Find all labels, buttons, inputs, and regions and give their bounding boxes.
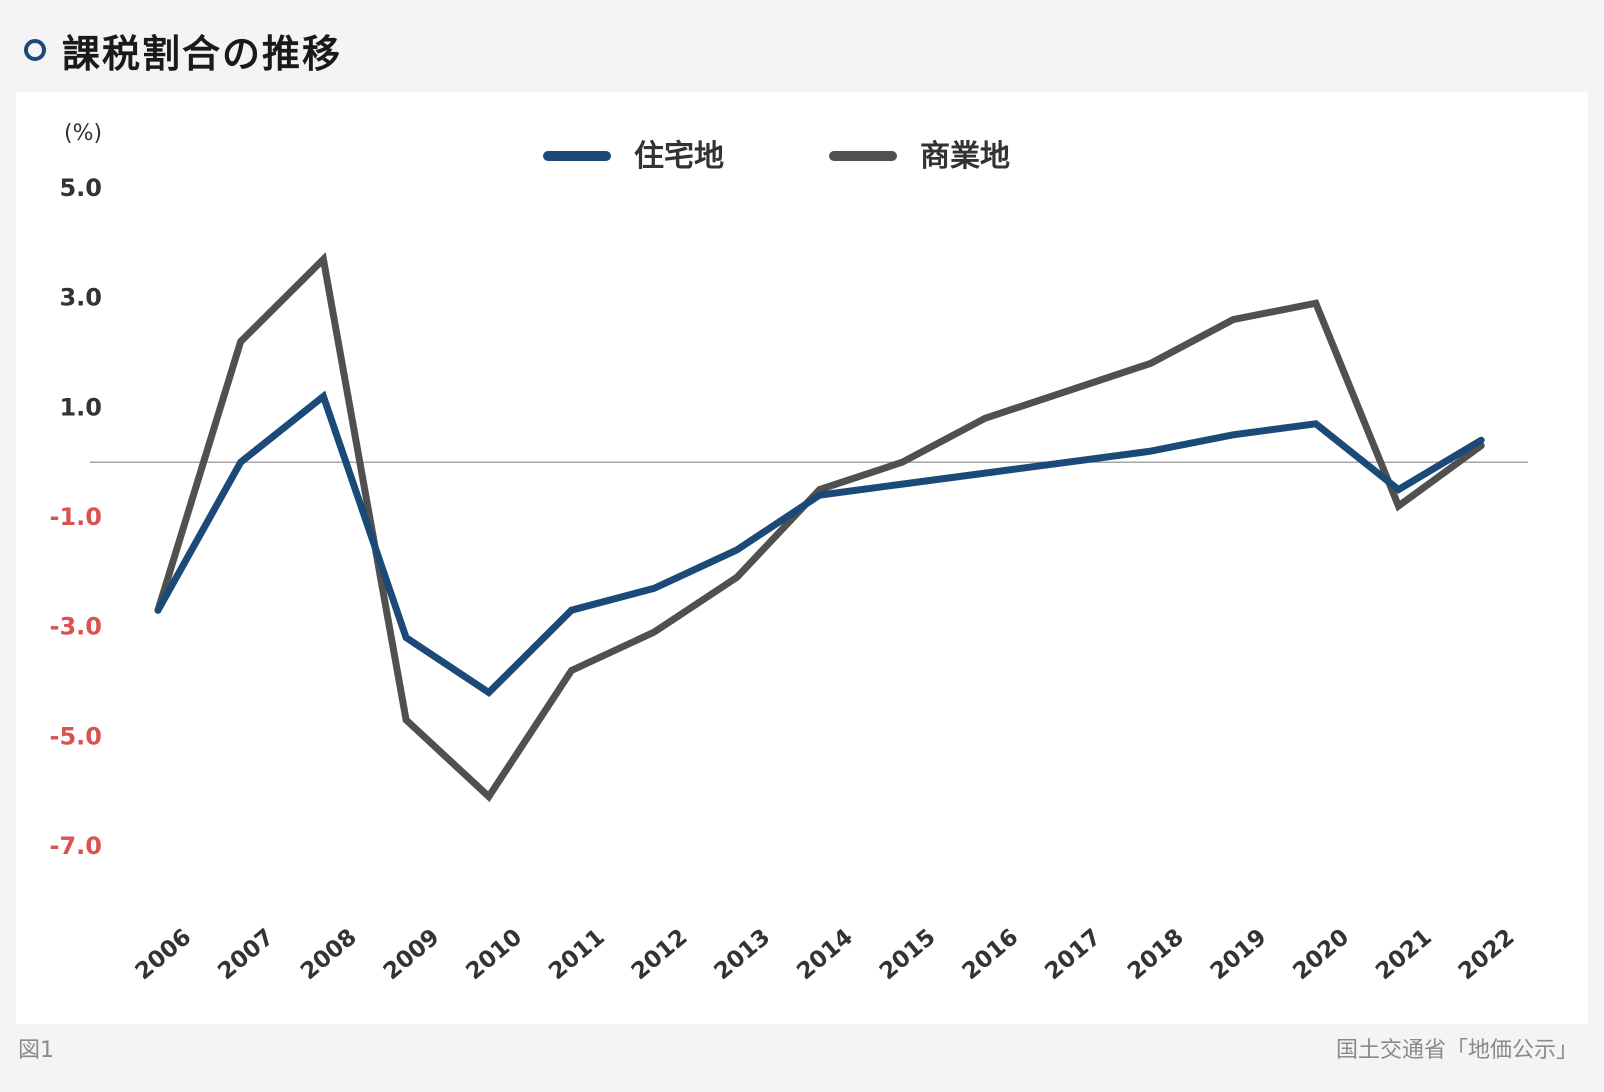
x-tick-label: 2007: [213, 924, 279, 985]
x-tick-label: 2014: [792, 924, 858, 985]
x-tick-label: 2016: [958, 924, 1024, 985]
chart-title: 課税割合の推移: [62, 31, 343, 76]
y-tick-label: 5.0: [59, 174, 102, 202]
x-tick-label: 2011: [544, 924, 610, 985]
y-tick-label: -3.0: [50, 613, 102, 641]
source-note: 国土交通省「地価公示」: [1335, 1038, 1578, 1063]
x-tick-label: 2018: [1123, 924, 1189, 985]
legend-label-commercial: 商業地: [920, 139, 1010, 174]
x-tick-label: 2022: [1454, 924, 1520, 985]
x-tick-label: 2021: [1371, 924, 1437, 985]
line-chart: (%) 5.0 3.0 1.0 -1.0 -3.0 -5.0 -7.0 2006 2007 2008…: [50, 121, 1528, 985]
x-tick-label: 2013: [710, 924, 776, 985]
y-tick-label: -5.0: [50, 722, 102, 750]
x-tick-label: 2008: [296, 924, 362, 985]
x-tick-label: 2006: [131, 924, 197, 985]
series-line-residential: [154, 390, 1485, 697]
series-line-commercial: [154, 252, 1485, 802]
y-tick-label: 1.0: [59, 393, 102, 421]
y-unit-label: (%): [64, 121, 102, 146]
chart-title-row: 課税割合の推移: [24, 22, 342, 78]
legend-label-residential: 住宅地: [634, 139, 724, 174]
y-tick-label: -7.0: [50, 832, 102, 860]
x-tick-label: 2009: [379, 924, 445, 985]
x-tick-label: 2010: [461, 924, 527, 985]
x-tick-label: 2017: [1040, 924, 1106, 985]
figure-label: 図1: [18, 1038, 54, 1063]
y-tick-label: -1.0: [50, 503, 102, 531]
x-tick-label: 2019: [1206, 924, 1272, 985]
x-tick-label: 2015: [875, 924, 941, 985]
title-bullet-icon: [24, 39, 46, 61]
chart-panel: (%) 5.0 3.0 1.0 -1.0 -3.0 -5.0 -7.0 2006 2007 2008…: [16, 92, 1588, 1024]
y-tick-label: 3.0: [59, 284, 102, 312]
x-tick-label: 2020: [1288, 924, 1354, 985]
x-tick-label: 2012: [627, 924, 693, 985]
